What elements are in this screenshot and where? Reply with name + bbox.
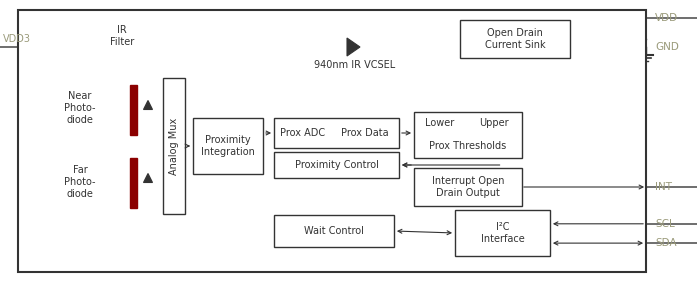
Bar <box>130 158 137 208</box>
Text: SCL: SCL <box>655 219 675 229</box>
Text: Interrupt Open
Drain Output: Interrupt Open Drain Output <box>431 176 504 198</box>
Text: VDD3: VDD3 <box>3 34 31 44</box>
Text: Wait Control: Wait Control <box>304 226 364 236</box>
Text: I²C
Interface: I²C Interface <box>481 222 524 244</box>
Bar <box>130 85 137 135</box>
Text: GND: GND <box>655 42 679 52</box>
Bar <box>414 168 522 206</box>
Text: IR
Filter: IR Filter <box>110 25 134 47</box>
Text: Open Drain
Current Sink: Open Drain Current Sink <box>484 28 545 50</box>
Text: Near
Photo-
diode: Near Photo- diode <box>64 91 95 125</box>
Text: INT: INT <box>655 182 672 192</box>
Text: SDA: SDA <box>655 238 677 248</box>
Text: Prox Data: Prox Data <box>342 128 389 138</box>
Text: Analog Mux: Analog Mux <box>169 117 179 175</box>
Bar <box>274 152 399 178</box>
Bar <box>163 78 185 214</box>
Bar <box>414 112 522 158</box>
Text: Prox Thresholds: Prox Thresholds <box>429 141 507 151</box>
Bar <box>455 210 550 256</box>
Text: Far
Photo-
diode: Far Photo- diode <box>64 166 95 199</box>
Bar <box>274 215 394 247</box>
Text: Proximity Control: Proximity Control <box>295 160 378 170</box>
Text: Prox ADC: Prox ADC <box>280 128 325 138</box>
Text: Lower: Lower <box>425 118 454 128</box>
Polygon shape <box>144 100 153 109</box>
Text: Upper: Upper <box>479 118 509 128</box>
Polygon shape <box>144 173 153 182</box>
Bar <box>460 20 570 58</box>
Bar <box>193 118 263 174</box>
Bar <box>274 118 399 148</box>
Polygon shape <box>347 38 360 56</box>
Text: 940nm IR VCSEL: 940nm IR VCSEL <box>314 60 396 70</box>
Text: Proximity
Integration: Proximity Integration <box>201 135 255 157</box>
Text: VDD: VDD <box>655 13 678 23</box>
